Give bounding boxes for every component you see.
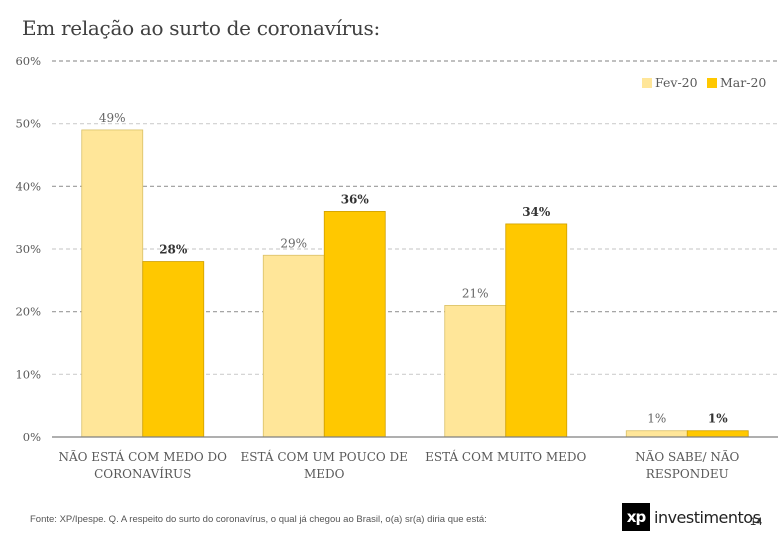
chart-title: Em relação ao surto de coronavírus: bbox=[22, 16, 380, 40]
y-tick-label: 60% bbox=[15, 54, 41, 68]
data-label: 36% bbox=[341, 192, 370, 206]
data-label: 1% bbox=[647, 412, 666, 426]
bar bbox=[686, 430, 749, 438]
y-tick-label: 0% bbox=[23, 430, 41, 444]
x-category-label: NÃO ESTÁ COM MEDO DO bbox=[58, 449, 227, 464]
bar bbox=[505, 223, 568, 438]
x-category-label: RESPONDEU bbox=[646, 467, 729, 481]
brand-name: investimentos bbox=[654, 507, 761, 527]
brand-logo: xp investimentos bbox=[622, 502, 761, 532]
page-number: 14 bbox=[750, 516, 763, 528]
bar-chart: 0% 10% 20% 30% 40% 50% 60% 49% 29% 21% 1% 28% 36% 34%… bbox=[15, 54, 778, 481]
bar bbox=[142, 261, 205, 438]
bar bbox=[262, 254, 325, 438]
legend-label: Fev-20 bbox=[655, 75, 698, 90]
legend-swatch bbox=[707, 78, 717, 88]
x-category-label: NÃO SABE/ NÃO bbox=[635, 449, 739, 464]
bar bbox=[444, 304, 507, 438]
y-tick-label: 40% bbox=[15, 179, 41, 193]
data-label: 34% bbox=[522, 205, 551, 219]
data-label: 21% bbox=[462, 286, 489, 300]
data-label: 29% bbox=[280, 236, 307, 250]
data-label: 1% bbox=[708, 412, 728, 426]
xp-logo-icon: xp bbox=[622, 503, 650, 531]
bar bbox=[625, 430, 688, 438]
bar bbox=[323, 210, 386, 438]
y-tick-label: 20% bbox=[15, 305, 41, 319]
data-label: 49% bbox=[99, 111, 126, 125]
bar bbox=[81, 129, 144, 438]
y-tick-label: 50% bbox=[15, 117, 41, 131]
y-tick-label: 10% bbox=[15, 367, 41, 381]
data-label: 28% bbox=[159, 243, 188, 257]
legend-label: Mar-20 bbox=[720, 75, 766, 90]
x-category-label: ESTÁ COM UM POUCO DE bbox=[241, 449, 408, 464]
x-category-label: ESTÁ COM MUITO MEDO bbox=[425, 449, 586, 464]
legend-swatch bbox=[642, 78, 652, 88]
source-footnote: Fonte: XP/Ipespe. Q. A respeito do surto… bbox=[30, 514, 487, 525]
y-tick-label: 30% bbox=[15, 242, 41, 256]
x-category-label: MEDO bbox=[304, 467, 345, 481]
x-category-label: CORONAVÍRUS bbox=[94, 466, 191, 481]
